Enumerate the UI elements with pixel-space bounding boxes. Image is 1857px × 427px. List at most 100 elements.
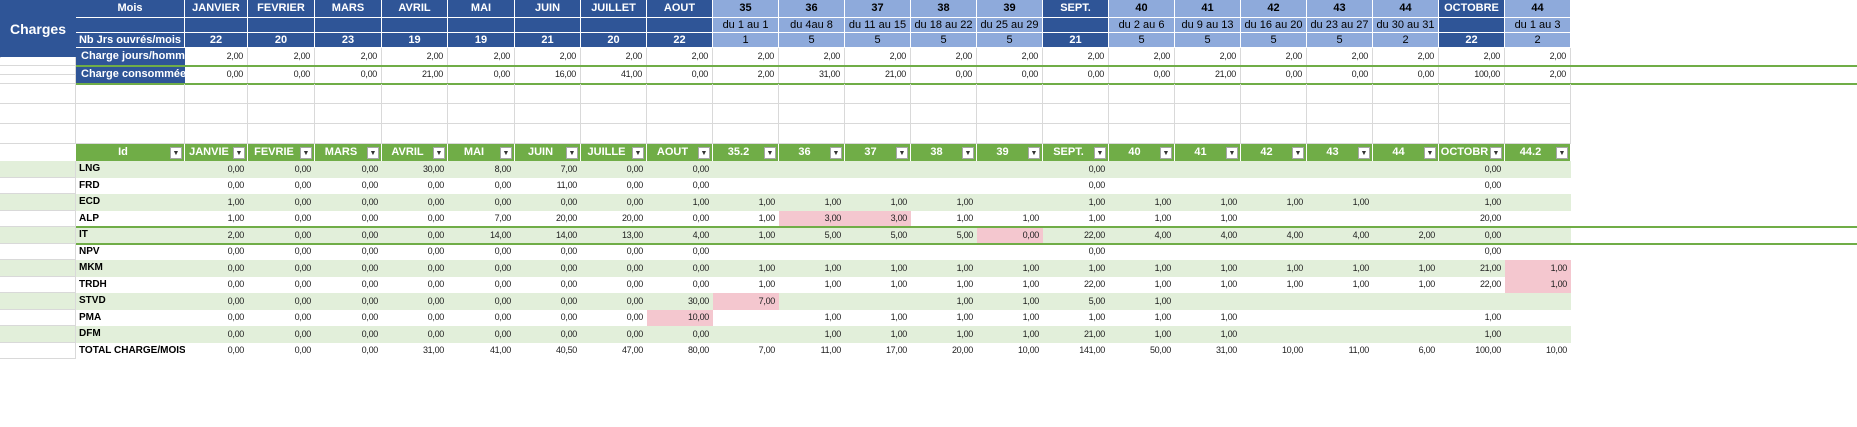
table-cell[interactable]: 0,00: [185, 276, 248, 293]
empty-cell[interactable]: [382, 84, 448, 104]
table-cell[interactable]: 2,00: [185, 227, 248, 244]
table-cell[interactable]: 11,00: [779, 342, 845, 359]
charge-consommee-cell-7[interactable]: 0,00: [647, 66, 713, 84]
table-cell[interactable]: 7,00: [448, 210, 515, 227]
table-cell[interactable]: 1,00: [185, 194, 248, 211]
table-cell[interactable]: 22,00: [1439, 276, 1505, 293]
charge-consommee-cell-14[interactable]: 0,00: [1109, 66, 1175, 84]
empty-cell[interactable]: [0, 66, 76, 75]
table-cell[interactable]: 0,00: [515, 309, 581, 326]
table-cell[interactable]: [911, 161, 977, 178]
empty-cell[interactable]: [185, 104, 248, 124]
table-cell[interactable]: 5,00: [1043, 293, 1109, 310]
table-cell[interactable]: 0,00: [382, 276, 448, 293]
empty-cell[interactable]: [1043, 104, 1109, 124]
filter-dropdown-icon[interactable]: ▼: [896, 147, 908, 159]
table-cell[interactable]: 1,00: [845, 194, 911, 211]
column-header-18[interactable]: 44: [1373, 0, 1439, 18]
empty-cell[interactable]: [248, 84, 315, 104]
table-cell[interactable]: 1,00: [845, 260, 911, 277]
nb-jrs-cell-11[interactable]: 5: [911, 33, 977, 48]
table-header-4[interactable]: MAI ▼: [448, 144, 515, 161]
table-cell[interactable]: 0,00: [1439, 243, 1505, 260]
table-cell[interactable]: 1,00: [1373, 276, 1439, 293]
table-cell[interactable]: 1,00: [1109, 210, 1175, 227]
column-header-17[interactable]: 43: [1307, 0, 1373, 18]
empty-cell[interactable]: [647, 124, 713, 144]
table-cell[interactable]: 0,00: [248, 342, 315, 359]
table-cell[interactable]: 0,00: [248, 260, 315, 277]
table-cell[interactable]: 10,00: [1241, 342, 1307, 359]
table-cell[interactable]: 22,00: [1043, 276, 1109, 293]
charge-consommee-cell-9[interactable]: 31,00: [779, 66, 845, 84]
nb-jrs-cell-16[interactable]: 5: [1241, 33, 1307, 48]
table-cell[interactable]: [1175, 293, 1241, 310]
table-cell[interactable]: 1,00: [185, 210, 248, 227]
table-cell[interactable]: 0,00: [647, 210, 713, 227]
empty-cell[interactable]: [315, 104, 382, 124]
empty-cell[interactable]: [0, 75, 76, 84]
empty-cell[interactable]: [382, 124, 448, 144]
charge-jours-cell-17[interactable]: 2,00: [1307, 48, 1373, 66]
table-cell[interactable]: 0,00: [647, 326, 713, 343]
table-cell[interactable]: 0,00: [185, 309, 248, 326]
table-cell[interactable]: 14,00: [448, 227, 515, 244]
charge-jours-cell-14[interactable]: 2,00: [1109, 48, 1175, 66]
empty-cell[interactable]: [0, 276, 76, 293]
column-header-9[interactable]: 36: [779, 0, 845, 18]
empty-cell[interactable]: [0, 161, 76, 178]
table-cell[interactable]: [845, 161, 911, 178]
table-cell[interactable]: 0,00: [647, 243, 713, 260]
empty-cell[interactable]: [647, 84, 713, 104]
empty-cell[interactable]: [0, 243, 76, 260]
table-cell[interactable]: [1373, 161, 1439, 178]
nb-jrs-cell-20[interactable]: 2: [1505, 33, 1571, 48]
row-id-11[interactable]: TOTAL CHARGE/MOIS: [76, 342, 185, 359]
table-cell[interactable]: 0,00: [248, 161, 315, 178]
empty-cell[interactable]: [1373, 124, 1439, 144]
table-cell[interactable]: 0,00: [382, 326, 448, 343]
table-cell[interactable]: 1,00: [779, 276, 845, 293]
table-header-9[interactable]: 36 ▼: [779, 144, 845, 161]
table-cell[interactable]: 0,00: [185, 177, 248, 194]
table-header-15[interactable]: 41 ▼: [1175, 144, 1241, 161]
charge-consommee-cell-18[interactable]: 0,00: [1373, 66, 1439, 84]
row-id-10[interactable]: DFM: [76, 326, 185, 343]
empty-cell[interactable]: [0, 104, 76, 124]
table-cell[interactable]: 0,00: [515, 326, 581, 343]
table-cell[interactable]: 0,00: [581, 194, 647, 211]
nb-jrs-cell-10[interactable]: 5: [845, 33, 911, 48]
table-cell[interactable]: 2,00: [1373, 227, 1439, 244]
table-cell[interactable]: 1,00: [1307, 194, 1373, 211]
column-header-14[interactable]: 40: [1109, 0, 1175, 18]
table-cell[interactable]: 1,00: [1505, 260, 1571, 277]
table-cell[interactable]: [1241, 243, 1307, 260]
table-cell[interactable]: 1,00: [1241, 194, 1307, 211]
table-cell[interactable]: 1,00: [1307, 260, 1373, 277]
empty-cell[interactable]: [515, 104, 581, 124]
table-cell[interactable]: [1241, 309, 1307, 326]
table-cell[interactable]: [1307, 326, 1373, 343]
charge-jours-cell-4[interactable]: 2,00: [448, 48, 515, 66]
row-id-2[interactable]: ECD: [76, 194, 185, 211]
table-cell[interactable]: [779, 161, 845, 178]
table-cell[interactable]: 20,00: [581, 210, 647, 227]
table-cell[interactable]: 4,00: [1241, 227, 1307, 244]
table-cell[interactable]: [977, 194, 1043, 211]
table-cell[interactable]: [1241, 293, 1307, 310]
row-id-8[interactable]: STVD: [76, 293, 185, 310]
table-header-14[interactable]: 40 ▼: [1109, 144, 1175, 161]
column-header-4[interactable]: MAI: [448, 0, 515, 18]
table-cell[interactable]: 0,00: [448, 243, 515, 260]
empty-cell[interactable]: [515, 84, 581, 104]
table-cell[interactable]: 0,00: [515, 194, 581, 211]
filter-dropdown-icon[interactable]: ▼: [1490, 147, 1502, 159]
table-header-13[interactable]: SEPT. ▼: [1043, 144, 1109, 161]
table-cell[interactable]: 0,00: [382, 227, 448, 244]
table-cell[interactable]: 1,00: [977, 210, 1043, 227]
table-cell[interactable]: 7,00: [713, 342, 779, 359]
table-cell[interactable]: 30,00: [647, 293, 713, 310]
filter-dropdown-icon[interactable]: ▼: [962, 147, 974, 159]
row-id-1[interactable]: FRD: [76, 177, 185, 194]
table-cell[interactable]: 20,00: [1439, 210, 1505, 227]
